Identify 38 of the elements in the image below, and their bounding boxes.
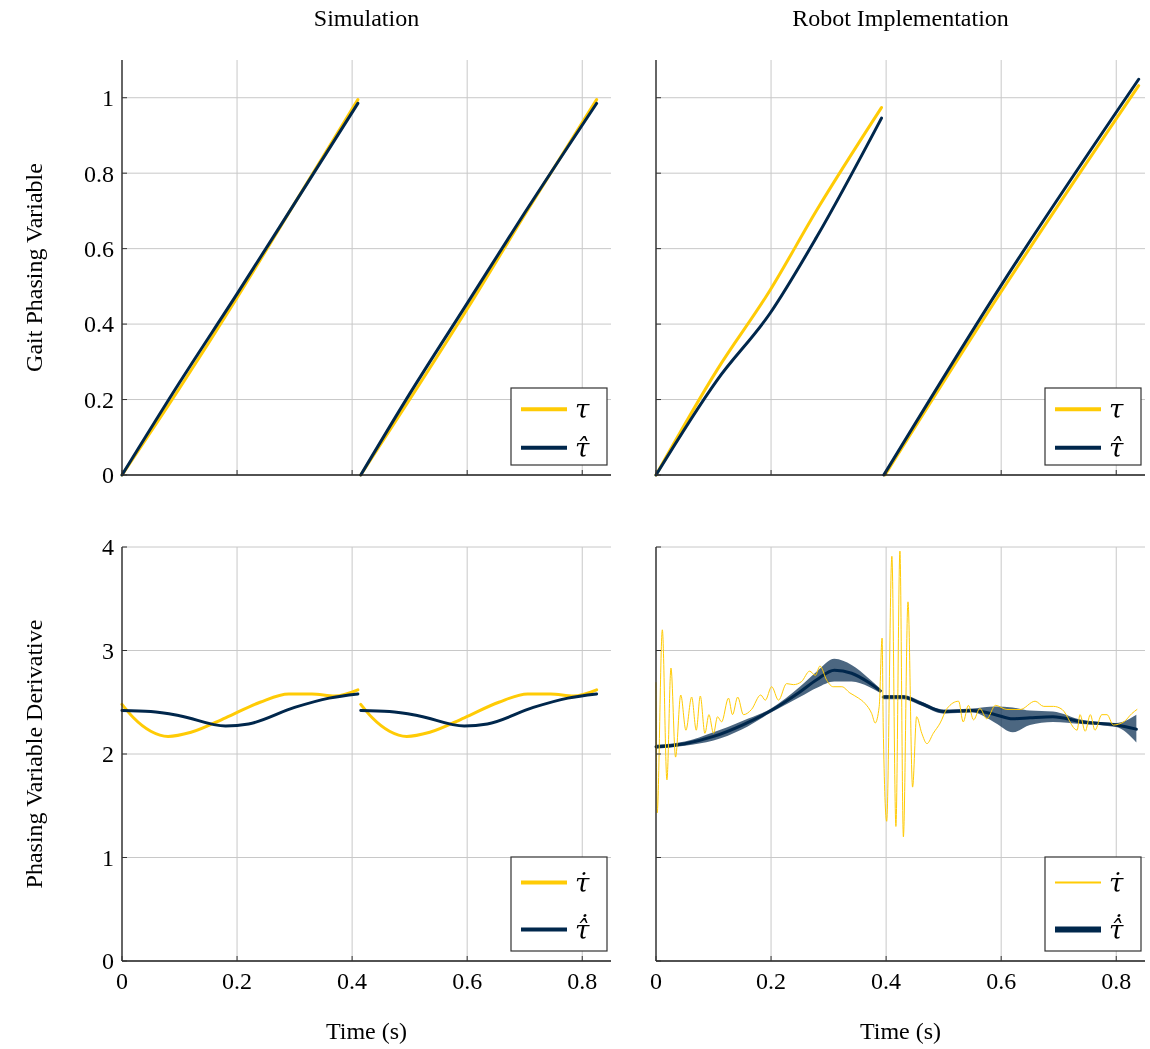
x-axis-title: Time (s) bbox=[859, 1018, 942, 1044]
x-tick-label: 0.2 bbox=[756, 968, 787, 994]
y-tick-label: 0 bbox=[102, 462, 114, 489]
y-tick-label: 4 bbox=[102, 534, 114, 561]
x-tick-label: 0.4 bbox=[871, 968, 902, 994]
x-tick-label: 0.4 bbox=[337, 968, 368, 994]
legend-label: τ bbox=[1109, 394, 1124, 425]
y-axis-title: Phasing Variable Derivative bbox=[21, 619, 47, 889]
y-tick-label: 1 bbox=[102, 844, 114, 871]
y-tick-label: 0.2 bbox=[84, 386, 114, 413]
chart-title: Robot Implementation bbox=[792, 5, 1009, 31]
legend-label: τ bbox=[575, 394, 590, 425]
y-axis-title: Gait Phasing Variable bbox=[21, 163, 47, 372]
x-tick-label: 0.6 bbox=[986, 968, 1017, 994]
y-tick-label: 0 bbox=[102, 948, 114, 975]
x-tick-label: 0.8 bbox=[1101, 968, 1132, 994]
y-tick-label: 0.8 bbox=[84, 160, 114, 187]
x-tick-label: 0.8 bbox=[567, 968, 598, 994]
legend-label: τ̂ bbox=[575, 432, 590, 463]
legend-label: τ̂̇ bbox=[1109, 914, 1124, 945]
x-tick-label: 0 bbox=[650, 968, 662, 994]
x-tick-label: 0.6 bbox=[452, 968, 483, 994]
legend-label: τ̂ bbox=[1109, 432, 1124, 463]
legend-label: τ̂̇ bbox=[575, 914, 590, 945]
line-series bbox=[120, 692, 360, 728]
line-series bbox=[120, 688, 360, 738]
y-tick-label: 3 bbox=[102, 637, 114, 664]
y-tick-label: 1 bbox=[102, 85, 114, 112]
y-tick-label: 0.4 bbox=[84, 311, 114, 338]
x-axis-title: Time (s) bbox=[325, 1018, 408, 1044]
y-tick-label: 2 bbox=[102, 741, 114, 768]
x-tick-label: 0.2 bbox=[222, 968, 253, 994]
y-tick-label: 0.6 bbox=[84, 236, 114, 263]
line-series bbox=[359, 692, 599, 728]
legend-label: τ̇ bbox=[575, 867, 590, 898]
line-series bbox=[359, 688, 599, 738]
chart-title: Simulation bbox=[313, 5, 420, 31]
legend-label: τ̇ bbox=[1109, 867, 1124, 898]
